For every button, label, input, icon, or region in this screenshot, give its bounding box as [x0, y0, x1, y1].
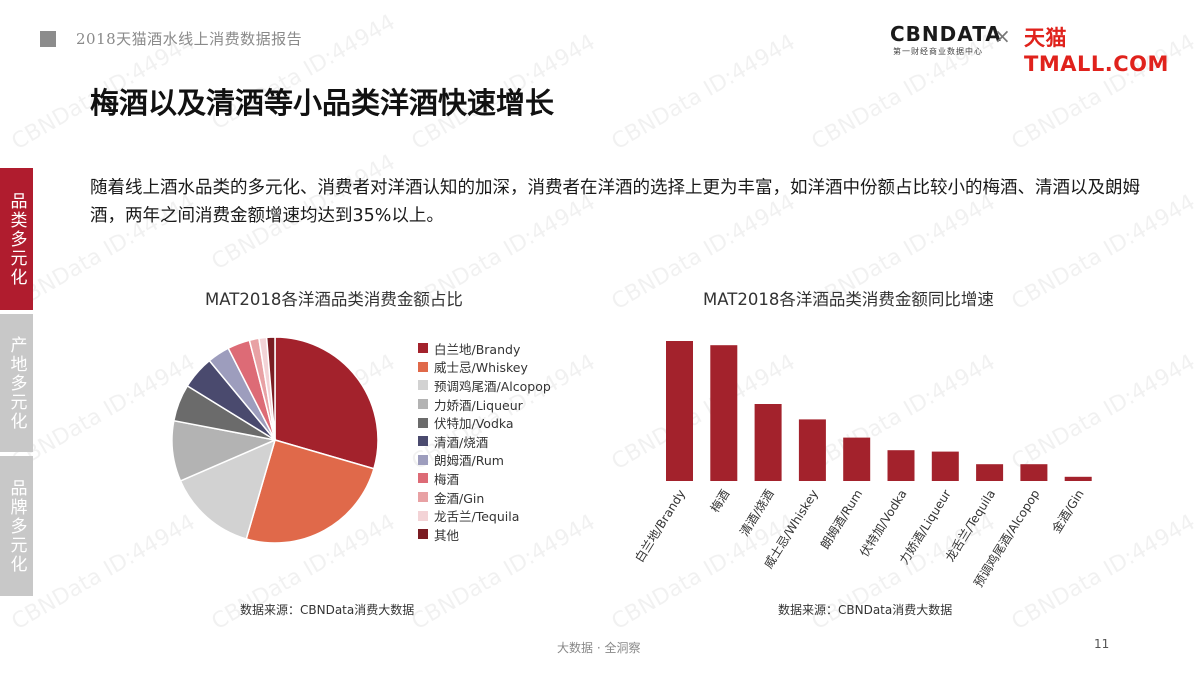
legend-swatch — [418, 473, 428, 484]
bar-category-label: 朗姆酒/Rum — [818, 487, 865, 551]
bar — [887, 450, 915, 481]
legend-item: 清酒/烧酒 — [418, 432, 551, 451]
bar-category-label: 清酒/烧酒 — [737, 487, 776, 539]
bar — [1020, 464, 1048, 481]
pie-slice — [245, 439, 375, 544]
legend-item: 威士忌/Whiskey — [418, 358, 551, 377]
page-number: 11 — [1094, 637, 1110, 651]
legend-swatch — [418, 399, 428, 410]
legend-label: 金酒/Gin — [434, 490, 485, 506]
legend-item: 金酒/Gin — [418, 488, 551, 507]
cbndata-logo: CBNDATA — [890, 22, 1002, 46]
side-tab-brand[interactable]: 品牌多元化 — [0, 456, 33, 596]
legend-item: 梅酒 — [418, 469, 551, 488]
pie-legend: 白兰地/Brandy 威士忌/Whiskey 预调鸡尾酒/Alcopop 力娇酒/Li… — [418, 339, 551, 544]
bar-chart-title: MAT2018各洋酒品类消费金额同比增速 — [703, 290, 994, 309]
legend-swatch — [418, 343, 428, 354]
cbndata-logo-subtitle: 第一财经商业数据中心 — [893, 47, 983, 56]
legend-item: 朗姆酒/Rum — [418, 451, 551, 470]
pie-chart-title: MAT2018各洋酒品类消费金额占比 — [205, 290, 463, 309]
legend-label: 龙舌兰/Tequila — [434, 509, 520, 525]
legend-label: 力娇酒/Liqueur — [434, 397, 523, 413]
bar — [710, 345, 738, 481]
bar — [931, 451, 959, 481]
legend-label: 梅酒 — [434, 471, 460, 487]
bar — [798, 419, 826, 481]
legend-swatch — [418, 529, 428, 540]
legend-item: 其他 — [418, 525, 551, 544]
bar-category-label: 金酒/Gin — [1048, 487, 1086, 536]
bar — [666, 341, 693, 481]
bar-category-label: 伏特加/Vodka — [856, 487, 909, 560]
legend-label: 清酒/烧酒 — [434, 434, 489, 450]
pie-chart — [171, 336, 379, 544]
watermark-text: CBNData ID:44944 — [607, 29, 800, 156]
legend-label: 朗姆酒/Rum — [434, 453, 504, 469]
tmall-logo: 天猫TMALL.COM — [1024, 26, 1169, 76]
side-tab-label: 品类多元化 — [6, 191, 27, 287]
report-title: 2018天猫酒水线上消费数据报告 — [76, 30, 303, 48]
logo-separator: × — [994, 24, 1011, 48]
bar-chart: 白兰地/Brandy 梅酒 清酒/烧酒威士忌/Whiskey朗姆酒/Rum伏特加/V… — [631, 341, 1092, 590]
bar-category-label: 白兰地/Brandy — [631, 487, 688, 565]
legend-item: 力娇酒/Liqueur — [418, 395, 551, 414]
legend-item: 伏特加/Vodka — [418, 413, 551, 432]
side-tab-label: 产地多元化 — [6, 335, 27, 431]
header-square-icon — [40, 31, 56, 47]
legend-swatch — [418, 492, 428, 503]
legend-item: 龙舌兰/Tequila — [418, 506, 551, 525]
side-tab-label: 品牌多元化 — [6, 478, 27, 574]
page-title: 梅酒以及清酒等小品类洋酒快速增长 — [90, 86, 555, 120]
legend-label: 白兰地/Brandy — [434, 341, 521, 357]
legend-item: 预调鸡尾酒/Alcopop — [418, 376, 551, 395]
bar — [976, 464, 1004, 481]
pie-slice — [274, 336, 379, 470]
legend-item: 白兰地/Brandy — [418, 339, 551, 358]
legend-label: 预调鸡尾酒/Alcopop — [434, 378, 551, 394]
bar-source: 数据来源：CBNData消费大数据 — [778, 603, 953, 617]
legend-label: 伏特加/Vodka — [434, 416, 514, 432]
intro-paragraph: 随着线上酒水品类的多元化、消费者对洋酒认知的加深，消费者在洋酒的选择上更为丰富，… — [90, 178, 1140, 226]
legend-label: 威士忌/Whiskey — [434, 360, 528, 376]
pie-slice — [265, 336, 276, 441]
footer-text: 大数据 · 全洞察 — [557, 641, 641, 655]
legend-swatch — [418, 361, 428, 372]
side-tab-origin[interactable]: 产地多元化 — [0, 314, 33, 452]
legend-swatch — [418, 380, 428, 391]
bar — [1064, 476, 1092, 481]
side-tab-category[interactable]: 品类多元化 — [0, 168, 33, 310]
legend-swatch — [418, 454, 428, 465]
pie-slice — [179, 438, 277, 540]
legend-swatch — [418, 510, 428, 521]
legend-swatch — [418, 436, 428, 447]
legend-label: 其他 — [434, 527, 460, 543]
pie-source: 数据来源：CBNData消费大数据 — [240, 603, 415, 617]
legend-swatch — [418, 417, 428, 428]
bar — [843, 437, 871, 481]
bar — [754, 404, 782, 481]
bar-category-label: 梅酒 — [707, 487, 732, 515]
